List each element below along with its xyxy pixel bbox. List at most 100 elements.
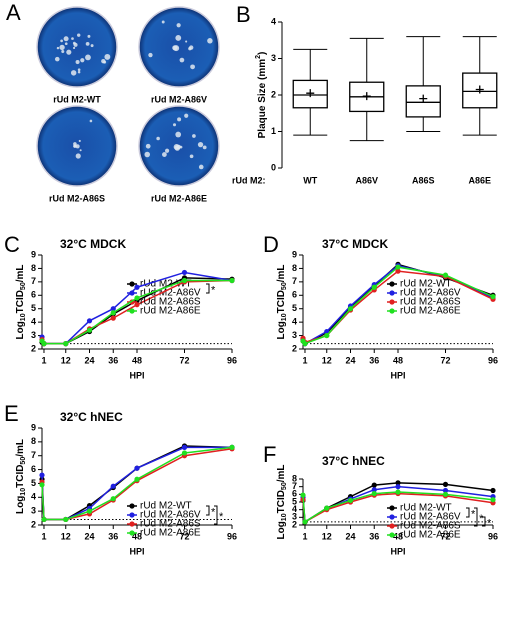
plaque bbox=[77, 70, 81, 74]
y-tick-label: 3 bbox=[271, 53, 276, 63]
x-tick-label: 96 bbox=[227, 355, 237, 365]
plaque bbox=[85, 54, 91, 61]
y-tick-label: 2 bbox=[292, 519, 297, 529]
y-axis-label-part: TCID bbox=[276, 490, 287, 513]
plaque bbox=[148, 52, 153, 58]
y-axis-label-part: 50 bbox=[20, 457, 27, 465]
y-tick-label: 2 bbox=[292, 343, 297, 353]
data-point bbox=[490, 497, 496, 503]
legend-label: rUd M2-WT bbox=[400, 279, 452, 290]
plate bbox=[138, 6, 220, 88]
plaque bbox=[175, 131, 182, 138]
y-tick-label: 7 bbox=[31, 276, 36, 286]
data-point bbox=[371, 490, 377, 497]
x-tick-label: 96 bbox=[488, 531, 498, 541]
data-point bbox=[395, 480, 401, 486]
data-point bbox=[110, 483, 116, 489]
plaque bbox=[73, 142, 77, 146]
legend-marker bbox=[389, 299, 395, 305]
data-point bbox=[134, 284, 140, 290]
plaque bbox=[78, 139, 81, 143]
y-tick-label: 5 bbox=[31, 478, 36, 488]
y-axis-label-part: Plaque Size (mm bbox=[257, 59, 268, 139]
legend-marker bbox=[129, 530, 135, 536]
plaque bbox=[198, 164, 204, 170]
y-tick-label: 7 bbox=[292, 481, 297, 491]
legend-marker bbox=[389, 532, 395, 538]
data-point bbox=[371, 284, 377, 290]
plaque bbox=[207, 38, 213, 44]
x-tick-label: 12 bbox=[61, 355, 71, 365]
plaque bbox=[60, 39, 63, 43]
significance-label: * bbox=[487, 517, 492, 529]
significance-label: * bbox=[211, 506, 216, 518]
plaque bbox=[56, 46, 60, 50]
data-point bbox=[395, 268, 401, 274]
y-tick-label: 9 bbox=[31, 249, 36, 259]
plaque bbox=[63, 36, 69, 42]
plaque bbox=[103, 60, 107, 64]
plate-label: rUd M2-A86V bbox=[151, 94, 207, 104]
y-tick-label: 8 bbox=[31, 263, 36, 273]
plaque bbox=[54, 56, 60, 62]
significance-bracket bbox=[482, 516, 486, 527]
x-tick-label: 1 bbox=[302, 531, 307, 541]
y-axis-label-part: Log bbox=[276, 321, 287, 339]
data-point bbox=[134, 465, 140, 471]
chart-title: 37°C hNEC bbox=[322, 454, 385, 468]
plaque bbox=[165, 148, 170, 153]
x-tick-label: 1 bbox=[302, 355, 307, 365]
significance-label: * bbox=[479, 513, 484, 525]
plaque bbox=[172, 45, 178, 51]
plaque bbox=[179, 57, 185, 63]
plate-label: rUd M2-A86E bbox=[151, 193, 207, 203]
data-point bbox=[347, 306, 354, 312]
series-line bbox=[302, 491, 494, 524]
y-axis-label-part: /mL bbox=[276, 264, 287, 282]
data-point bbox=[324, 332, 330, 339]
y-axis-label-part: TCID bbox=[15, 465, 26, 488]
data-point bbox=[39, 472, 45, 478]
y-tick-label: 3 bbox=[292, 512, 297, 522]
x-tick-label: 72 bbox=[440, 355, 450, 365]
y-axis-label-part: 10 bbox=[20, 488, 27, 496]
chart-title: 32°C hNEC bbox=[60, 410, 123, 424]
data-point bbox=[110, 306, 116, 312]
legend-marker bbox=[389, 514, 395, 520]
y-tick-label: 4 bbox=[31, 492, 36, 502]
plaque bbox=[177, 117, 182, 122]
series-line bbox=[41, 446, 232, 521]
plaque bbox=[189, 154, 194, 159]
y-tick-label: 6 bbox=[292, 489, 297, 499]
x-tick-label: 12 bbox=[61, 531, 71, 541]
legend-label: rUd M2-A86S bbox=[400, 297, 461, 308]
plaque bbox=[104, 53, 111, 60]
y-tick-label: 8 bbox=[31, 436, 36, 446]
panel-letter: E bbox=[4, 401, 19, 426]
x-tick-label: 24 bbox=[345, 355, 355, 365]
y-axis-label-part: Log bbox=[15, 496, 26, 514]
legend-label: rUd M2-A86V bbox=[140, 288, 201, 299]
legend-label: rUd M2-WT bbox=[400, 503, 452, 514]
y-axis-label-part: ) bbox=[257, 52, 268, 55]
data-point bbox=[371, 487, 377, 493]
series-line bbox=[302, 492, 494, 524]
plaque bbox=[184, 113, 189, 118]
y-tick-label: 3 bbox=[292, 330, 297, 340]
data-point bbox=[63, 516, 69, 523]
x-tick-label: 12 bbox=[322, 355, 332, 365]
plate bbox=[36, 6, 118, 88]
y-axis-label-part: /mL bbox=[15, 264, 26, 282]
mean bbox=[419, 94, 428, 103]
legend-marker bbox=[129, 308, 135, 314]
data-point bbox=[395, 484, 401, 490]
significance-bracket bbox=[206, 283, 210, 294]
y-tick-label: 1 bbox=[271, 126, 276, 136]
data-point bbox=[39, 482, 45, 488]
y-axis-label-part: 50 bbox=[20, 282, 27, 290]
significance-label: * bbox=[219, 511, 224, 523]
data-point bbox=[181, 277, 188, 284]
data-point bbox=[442, 272, 449, 278]
data-point bbox=[442, 491, 449, 497]
y-axis-label: Log10TCID50/mL bbox=[15, 439, 28, 514]
